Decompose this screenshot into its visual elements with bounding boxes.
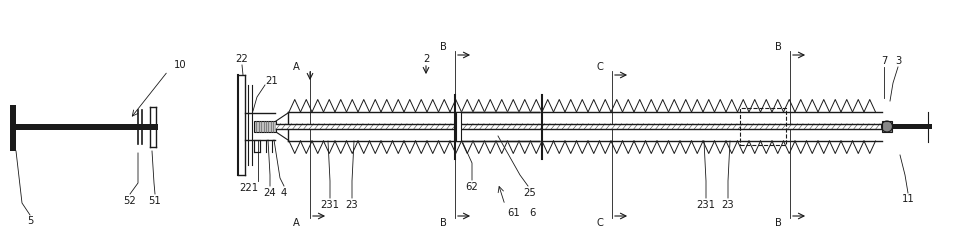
Bar [10, 105, 16, 151]
Bar [16, 123, 158, 130]
Text: 62: 62 [466, 182, 479, 192]
Text: 23: 23 [346, 200, 359, 210]
Bar [254, 121, 276, 132]
Text: 221: 221 [239, 183, 259, 193]
Text: B: B [774, 218, 781, 228]
Text: 52: 52 [124, 196, 137, 206]
Text: B: B [774, 42, 781, 52]
Bar [276, 124, 882, 129]
Text: 2: 2 [422, 54, 429, 64]
Bar [254, 140, 260, 152]
Text: 51: 51 [148, 196, 162, 206]
Text: 5: 5 [27, 216, 33, 226]
Text: 11: 11 [901, 194, 915, 204]
Text: C: C [597, 218, 604, 228]
Text: A: A [293, 218, 299, 228]
Text: A: A [293, 62, 299, 72]
Text: 22: 22 [235, 54, 248, 64]
Text: 231: 231 [697, 200, 715, 210]
Text: 6: 6 [529, 208, 535, 218]
Text: 24: 24 [264, 188, 276, 198]
Text: 61: 61 [508, 208, 520, 218]
Text: B: B [440, 42, 447, 52]
Bar [740, 108, 786, 145]
Text: 3: 3 [895, 56, 901, 66]
Text: 21: 21 [266, 76, 278, 86]
Text: 7: 7 [881, 56, 888, 66]
Text: C: C [597, 62, 604, 72]
Text: 231: 231 [321, 200, 339, 210]
Text: 10: 10 [173, 60, 186, 70]
Text: 4: 4 [281, 188, 287, 198]
Text: B: B [440, 218, 447, 228]
Text: 23: 23 [722, 200, 735, 210]
Bar [882, 121, 892, 132]
Bar [456, 112, 461, 141]
Text: 25: 25 [523, 188, 537, 198]
Bar [892, 124, 932, 129]
